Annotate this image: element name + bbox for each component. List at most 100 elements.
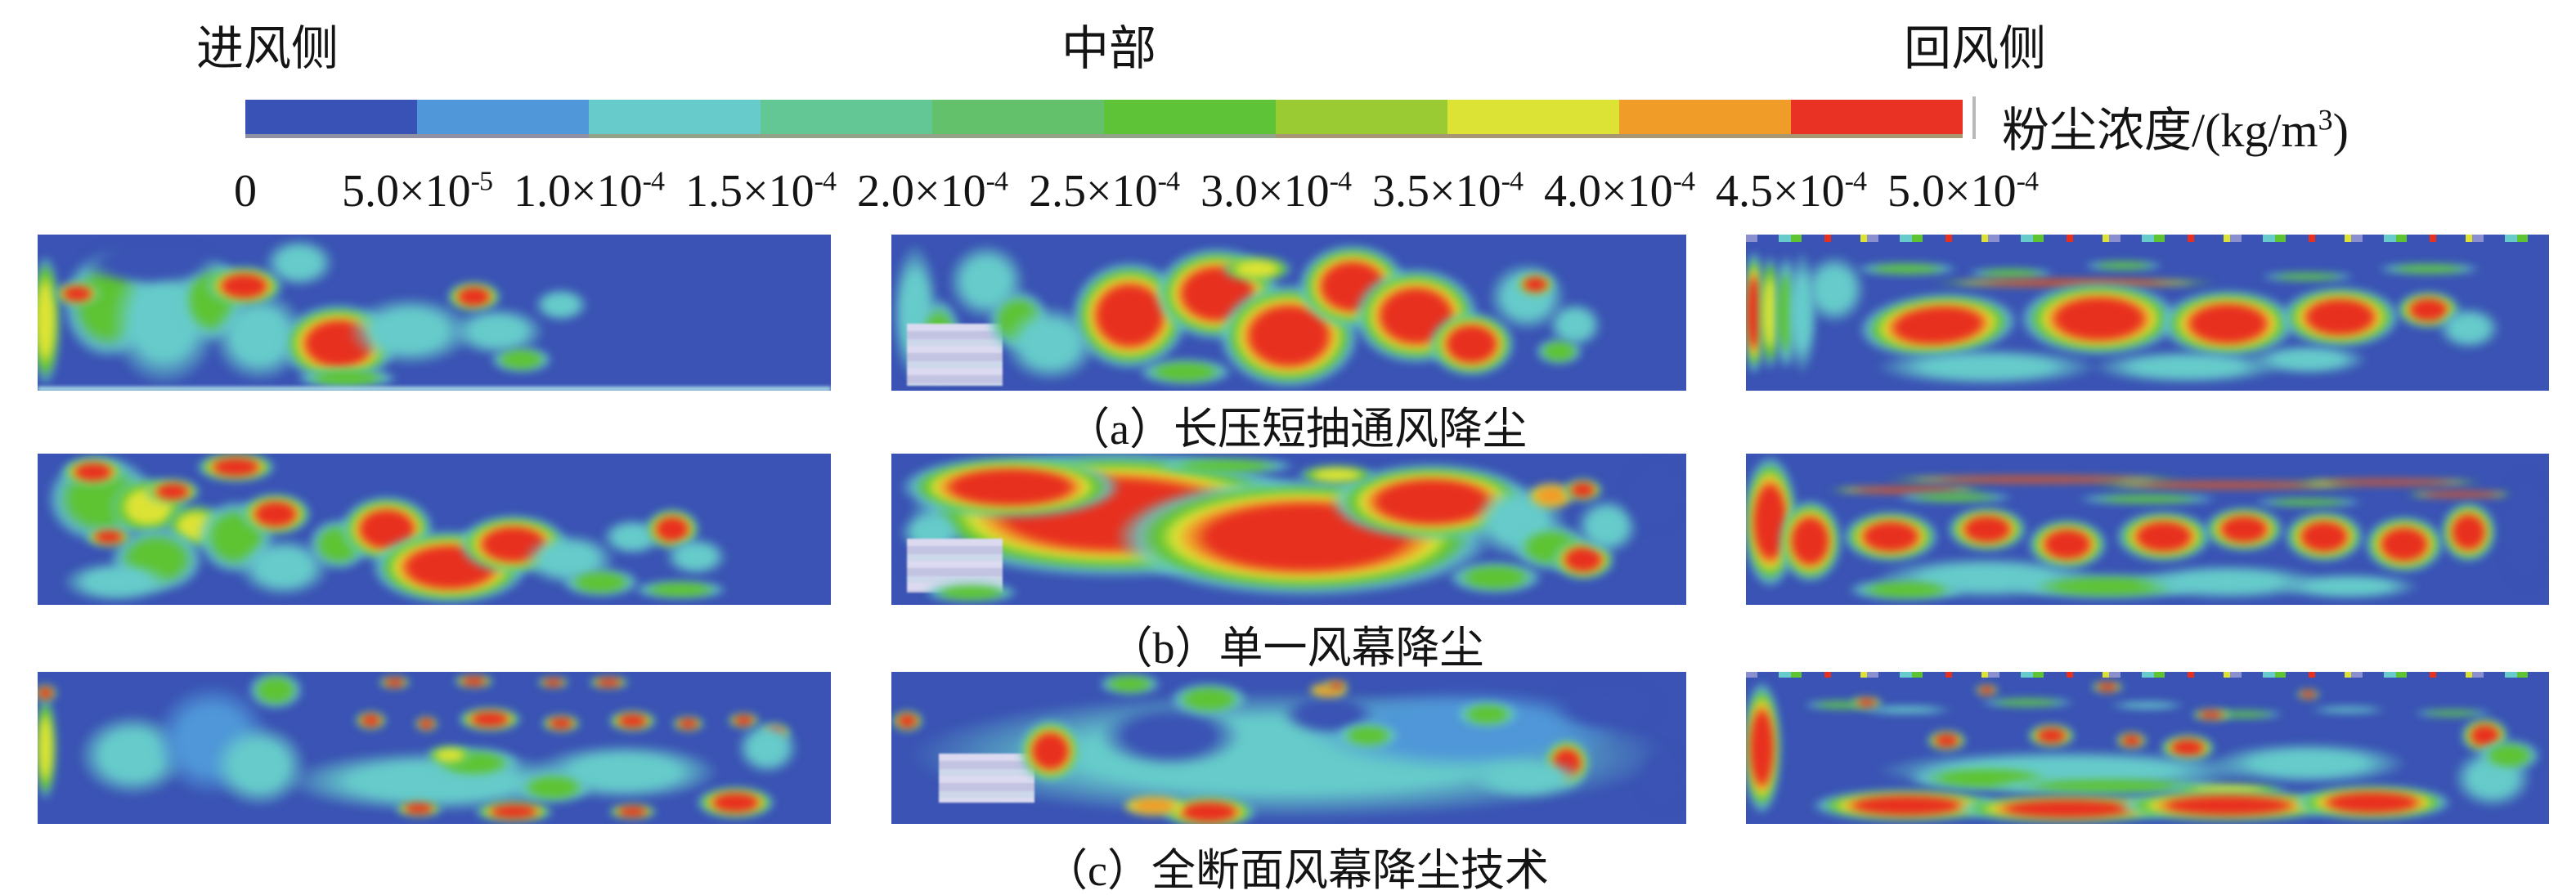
- contour-blob-cyan: [2308, 705, 2389, 714]
- contour-panel-b-inlet: [38, 454, 831, 605]
- colorbar-segment-0: [245, 100, 417, 134]
- contour-blob-green: [2376, 263, 2481, 275]
- contour-blob-red: [608, 709, 657, 732]
- contour-blob-green: [1153, 456, 1297, 475]
- contour-blob-yellow: [426, 745, 474, 767]
- contour-blob-cyan: [263, 237, 335, 288]
- contour-blob-red: [2018, 281, 2180, 356]
- region-label-middle: 中部: [1061, 22, 1157, 75]
- contour-blob-yellow: [38, 253, 62, 387]
- contour-blob-cyan: [212, 724, 307, 808]
- colorbar-tick-0: 0: [234, 166, 257, 217]
- contour-blob-duct: [907, 323, 1003, 387]
- contour-blob-red: [458, 706, 522, 732]
- contour-blob-red: [2280, 286, 2401, 349]
- contour-blob-reddash: [2291, 479, 2485, 486]
- colorbar-tick-6: 3.0×10-4: [1200, 166, 1352, 217]
- colorbar-tick-4: 2.0×10-4: [857, 166, 1008, 217]
- contour-blob-reddash: [1826, 486, 1987, 494]
- contour-blob-red: [196, 454, 276, 483]
- colorbar-tick-3: 1.5×10-4: [685, 166, 837, 217]
- contour-blob-red: [672, 715, 704, 732]
- contour-blob-green: [922, 582, 1019, 604]
- contour-panel-a-return: [1746, 235, 2549, 391]
- contour-panel-b-return: [1746, 454, 2549, 605]
- colorbar-segment-7: [1447, 100, 1619, 134]
- contour-blob-blue: [1622, 459, 1686, 533]
- colorbar-tick-7: 3.5×10-4: [1372, 166, 1524, 217]
- contour-blob-red: [541, 714, 581, 733]
- caption-c: （c）全断面风幕降尘技术: [1043, 846, 1549, 895]
- caption-b: （b）单一风幕降尘: [1108, 624, 1484, 673]
- contour-blob-green: [1447, 561, 1544, 595]
- caption-a: （a）长压短抽通风降尘: [1066, 405, 1527, 454]
- contour-blob-speckles: [1746, 235, 2549, 242]
- colorbar-tick-10: 5.0×10-4: [1887, 166, 2039, 217]
- contour-blob-green: [1978, 697, 2076, 707]
- colorbar-tick-8: 4.0×10-4: [1544, 166, 1695, 217]
- contour-blob-green: [248, 672, 303, 709]
- contour-blob-green: [1986, 776, 2228, 795]
- colorbar-segment-5: [1104, 100, 1276, 134]
- contour-blob-yellow: [38, 694, 58, 802]
- contour-blob-red: [1324, 680, 1349, 691]
- contour-blob-red: [1842, 511, 1939, 563]
- colorbar-segment-1: [417, 100, 589, 134]
- contour-blob-red: [53, 281, 101, 307]
- contour-blob-red: [394, 800, 442, 817]
- contour-blob-red: [473, 800, 554, 824]
- contour-blob-cyan: [2207, 741, 2409, 785]
- contour-blob-red: [240, 493, 312, 535]
- contour-blob-red: [1563, 477, 1603, 503]
- colorbar-segment-3: [761, 100, 932, 134]
- contour-blob-red: [589, 675, 629, 690]
- contour-blob-green: [2260, 271, 2357, 282]
- contour-panel-a-middle: [891, 235, 1686, 391]
- contour-blob-green: [2083, 261, 2164, 271]
- region-label-return: 回风侧: [1904, 22, 2047, 75]
- contour-blob-speckles: [1746, 672, 2549, 678]
- contour-blob-blue: [77, 239, 221, 287]
- contour-blob-green: [1967, 268, 2056, 280]
- contour-blob-reddash: [2091, 481, 2365, 490]
- contour-blob-red: [696, 785, 776, 820]
- contour-blob-red: [2192, 708, 2233, 721]
- contour-blob-red: [1018, 718, 1083, 783]
- contour-blob-green: [1854, 262, 1959, 275]
- contour-blob-blue: [2501, 468, 2549, 590]
- contour-blob-red: [1926, 729, 1968, 751]
- colorbar: [245, 100, 1963, 134]
- colorbar-tick-2: 1.0×10-4: [514, 166, 665, 217]
- contour-panel-c-return: [1746, 672, 2549, 824]
- contour-blob-green: [2476, 738, 2542, 772]
- contour-blob-red: [414, 715, 438, 732]
- contour-blob-cyan: [2276, 573, 2421, 601]
- contour-panel-a-inlet: [38, 235, 831, 391]
- contour-blob-red: [2364, 515, 2445, 574]
- unit-label-sup: 3: [2318, 103, 2333, 136]
- contour-blob-orange: [1121, 794, 1186, 817]
- contour-blob-cyan: [1802, 253, 1867, 324]
- contour-blob-green: [561, 566, 641, 597]
- contour-blob-red: [1850, 696, 1883, 709]
- contour-blob-red: [891, 709, 923, 732]
- contour-blob-red: [2026, 723, 2076, 748]
- unit-label-text: 粉尘浓度/(kg/m: [2002, 104, 2318, 157]
- contour-blob-red: [454, 673, 494, 688]
- contour-blob-green: [2412, 709, 2493, 717]
- unit-label-close: ): [2332, 104, 2349, 157]
- contour-blob-red: [2440, 502, 2497, 563]
- contour-blob-green: [1336, 722, 1401, 750]
- contour-blob-blue: [1551, 678, 1663, 733]
- contour-blob-green: [1138, 357, 1233, 387]
- contour-blob-red: [1515, 271, 1555, 298]
- contour-blob-duct: [939, 754, 1034, 803]
- colorbar-segment-2: [589, 100, 761, 134]
- contour-blob-red: [1746, 681, 1783, 815]
- colorbar-segment-8: [1619, 100, 1791, 134]
- contour-blob-green: [2251, 497, 2365, 507]
- contour-blob-red: [38, 683, 58, 703]
- colorbar-unit-label: 粉尘浓度/(kg/m3): [2002, 92, 2349, 160]
- contour-panel-c-inlet: [38, 672, 831, 824]
